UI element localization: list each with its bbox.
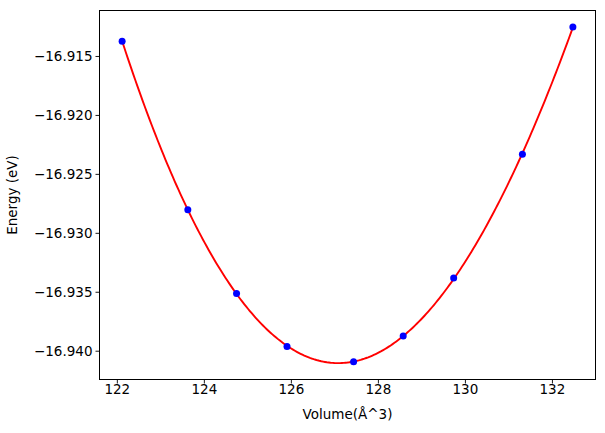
- data-point: [400, 332, 407, 339]
- y-tick-label: −16.940: [34, 343, 93, 359]
- y-tick-label: −16.920: [34, 107, 93, 123]
- y-tick-label: −16.925: [34, 166, 93, 182]
- y-tick-label: −16.935: [34, 284, 93, 300]
- y-tick-label: −16.930: [34, 225, 93, 241]
- eos-fit-curve: [122, 27, 573, 363]
- data-point: [569, 24, 576, 31]
- x-tick-label: 132: [540, 381, 566, 397]
- data-point: [350, 358, 357, 365]
- x-axis-label: Volume(Å^3): [303, 406, 393, 422]
- data-point: [450, 275, 457, 282]
- data-point: [233, 290, 240, 297]
- x-tick-label: 128: [366, 381, 392, 397]
- data-point: [119, 38, 126, 45]
- data-point: [184, 206, 191, 213]
- data-point: [519, 151, 526, 158]
- energy-volume-chart: 122 124 126 128 130 132 −16.915 −16.920 −16.925 −…: [0, 0, 605, 433]
- y-tick-label: −16.915: [34, 48, 93, 64]
- figure: 122 124 126 128 130 132 −16.915 −16.920 −16.925 −…: [0, 0, 605, 433]
- x-tick-label: 126: [278, 381, 304, 397]
- x-tick-label: 124: [191, 381, 217, 397]
- x-tick-label: 122: [104, 381, 130, 397]
- data-point: [284, 343, 291, 350]
- y-axis-label: Energy (eV): [4, 155, 20, 235]
- x-tick-label: 130: [453, 381, 479, 397]
